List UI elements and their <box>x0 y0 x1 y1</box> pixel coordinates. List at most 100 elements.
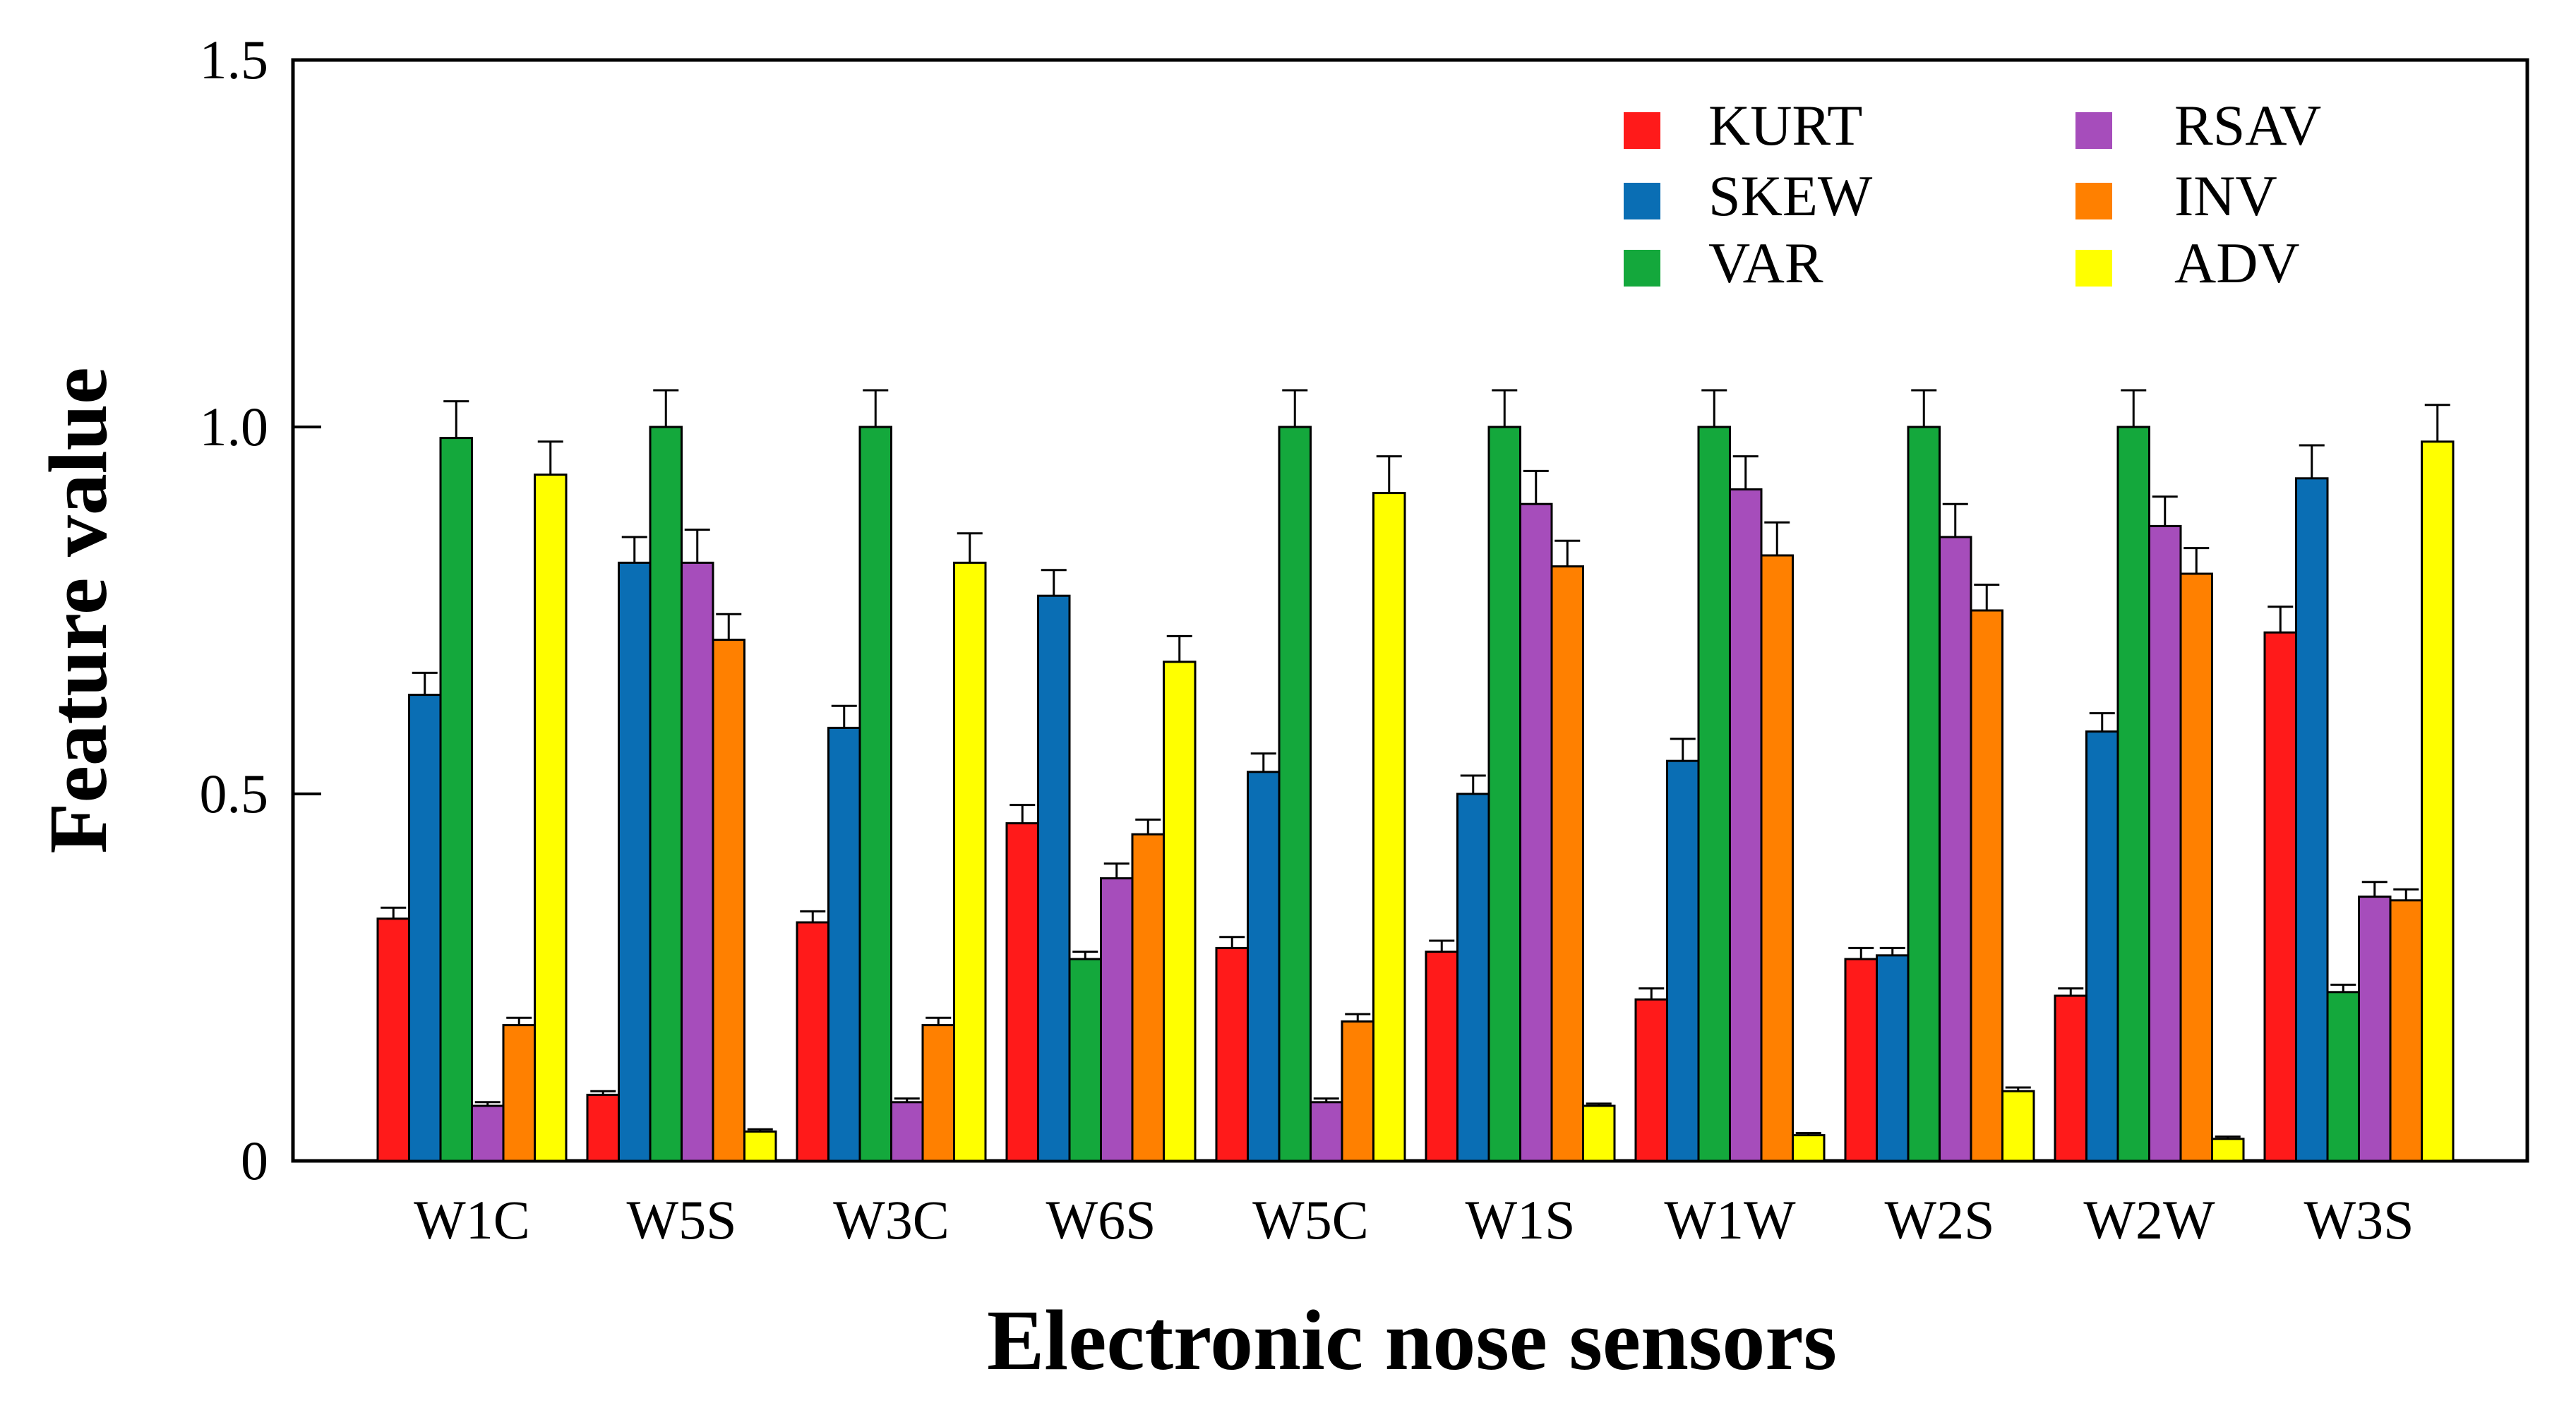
x-tick-label-w5c: W5C <box>1252 1189 1369 1251</box>
bar-kurt-w3s <box>2263 631 2297 1162</box>
bar-inv-w1s <box>1550 565 1584 1162</box>
bar-rsav-w1w <box>1729 488 1763 1162</box>
bar-kurt-w1w <box>1634 998 1668 1162</box>
bar-adv-w6s <box>1163 661 1197 1162</box>
legend-label-inv: INV <box>2174 164 2277 228</box>
bar-group-w6s <box>1005 569 1197 1162</box>
bar-rsav-w6s <box>1100 877 1134 1162</box>
legend-label-rsav: RSAV <box>2174 93 2321 157</box>
bar-inv-w5s <box>712 639 745 1162</box>
bar-inv-w3s <box>2389 899 2423 1162</box>
bar-inv-w2s <box>1970 609 2003 1162</box>
legend-swatch-inv <box>2075 183 2112 219</box>
bar-rsav-w5s <box>681 561 714 1162</box>
bar-adv-w1w <box>1792 1134 1826 1162</box>
bar-var-w1w <box>1697 426 1731 1162</box>
bar-group-w3c <box>796 389 987 1162</box>
bar-rsav-w3c <box>890 1101 924 1162</box>
bar-inv-w5c <box>1341 1020 1374 1162</box>
bar-var-w5c <box>1278 426 1312 1162</box>
bar-group-w2w <box>2054 389 2245 1162</box>
legend-swatch-skew <box>1624 183 1660 219</box>
bar-adv-w5s <box>743 1130 777 1162</box>
bar-inv-w2w <box>2179 572 2213 1162</box>
bar-kurt-w1s <box>1425 951 1458 1162</box>
legend-label-kurt: KURT <box>1708 93 1862 157</box>
bar-adv-w3s <box>2421 440 2455 1162</box>
bar-group-w3s <box>2263 404 2455 1162</box>
legend-item-skew: SKEW <box>1624 164 1873 228</box>
y-tick-label: 0 <box>241 1130 268 1191</box>
bar-inv-w6s <box>1131 833 1165 1162</box>
x-axis-tick-labels: W1C W5S W3C W6S W5C W1S W1W W2S W2W W3S <box>414 1189 2414 1251</box>
x-tick-label-w5s: W5S <box>627 1189 737 1251</box>
bar-skew-w2w <box>2085 730 2119 1162</box>
bar-skew-w1w <box>1666 759 1700 1162</box>
bar-group-w5c <box>1215 389 1406 1162</box>
legend-item-rsav: RSAV <box>2075 93 2321 157</box>
legend-label-adv: ADV <box>2174 231 2300 295</box>
bar-kurt-w1c <box>376 917 410 1162</box>
legend-swatch-rsav <box>2075 112 2112 149</box>
bar-var-w2s <box>1907 426 1941 1162</box>
bar-adv-w2s <box>2001 1090 2035 1162</box>
y-axis-ticks: 0 0.5 1.0 1.5 <box>200 29 321 1191</box>
bar-rsav-w1c <box>471 1104 505 1162</box>
bar-skew-w3s <box>2295 477 2329 1162</box>
legend-label-var: VAR <box>1708 231 1823 295</box>
bar-rsav-w2s <box>1939 536 1972 1162</box>
x-axis-title: Electronic nose sensors <box>987 1293 1837 1388</box>
bar-adv-w5c <box>1372 492 1406 1162</box>
bar-var-w5s <box>649 426 683 1162</box>
y-axis-title: Feature value <box>32 367 124 853</box>
bar-rsav-w2w <box>2148 524 2182 1162</box>
legend-swatch-kurt <box>1624 112 1660 149</box>
x-tick-label-w1c: W1C <box>414 1189 530 1251</box>
bar-skew-w1c <box>408 694 442 1162</box>
bar-skew-w2s <box>1876 954 1910 1162</box>
bar-group-w1c <box>376 400 568 1162</box>
bar-inv-w1w <box>1760 554 1794 1162</box>
bar-adv-w1s <box>1582 1104 1616 1162</box>
legend-item-kurt: KURT <box>1624 93 1862 157</box>
bar-skew-w1s <box>1456 793 1490 1162</box>
bar-group-w1s <box>1425 389 1616 1162</box>
bar-inv-w3c <box>921 1024 955 1162</box>
bar-rsav-w1s <box>1519 502 1553 1162</box>
legend-swatch-var <box>1624 250 1660 287</box>
bar-group-w5s <box>586 389 777 1162</box>
bar-adv-w3c <box>953 561 987 1162</box>
bar-var-w3s <box>2326 991 2360 1162</box>
bar-kurt-w2s <box>1844 958 1878 1162</box>
bar-group-w1w <box>1634 389 1826 1162</box>
x-tick-label-w3c: W3C <box>833 1189 949 1251</box>
y-tick-label: 0.5 <box>200 763 269 824</box>
bar-rsav-w3s <box>2358 896 2392 1162</box>
bar-skew-w5c <box>1247 771 1281 1162</box>
bar-var-w2w <box>2116 426 2150 1162</box>
x-tick-label-w2s: W2S <box>1885 1189 1995 1251</box>
x-tick-label-w1w: W1W <box>1664 1189 1796 1251</box>
bar-var-w6s <box>1068 958 1102 1162</box>
x-tick-label-w6s: W6S <box>1046 1189 1156 1251</box>
bars-layer <box>376 389 2455 1162</box>
legend-swatch-adv <box>2075 250 2112 287</box>
bar-kurt-w6s <box>1005 822 1039 1162</box>
legend-item-inv: INV <box>2075 164 2277 228</box>
y-tick-label: 1.0 <box>200 396 269 457</box>
y-tick-label: 1.5 <box>200 29 269 90</box>
bar-inv-w1c <box>502 1024 536 1162</box>
x-tick-label-w3s: W3S <box>2304 1189 2414 1251</box>
x-tick-label-w2w: W2W <box>2083 1189 2215 1251</box>
x-tick-label-w1s: W1S <box>1466 1189 1576 1251</box>
bar-skew-w6s <box>1037 594 1071 1162</box>
bar-var-w1c <box>439 437 473 1162</box>
bar-kurt-w5s <box>586 1093 620 1162</box>
legend-label-skew: SKEW <box>1708 164 1873 228</box>
bar-adv-w1c <box>534 474 568 1162</box>
bar-group-w2s <box>1844 389 2035 1162</box>
bar-skew-w3c <box>827 726 861 1162</box>
